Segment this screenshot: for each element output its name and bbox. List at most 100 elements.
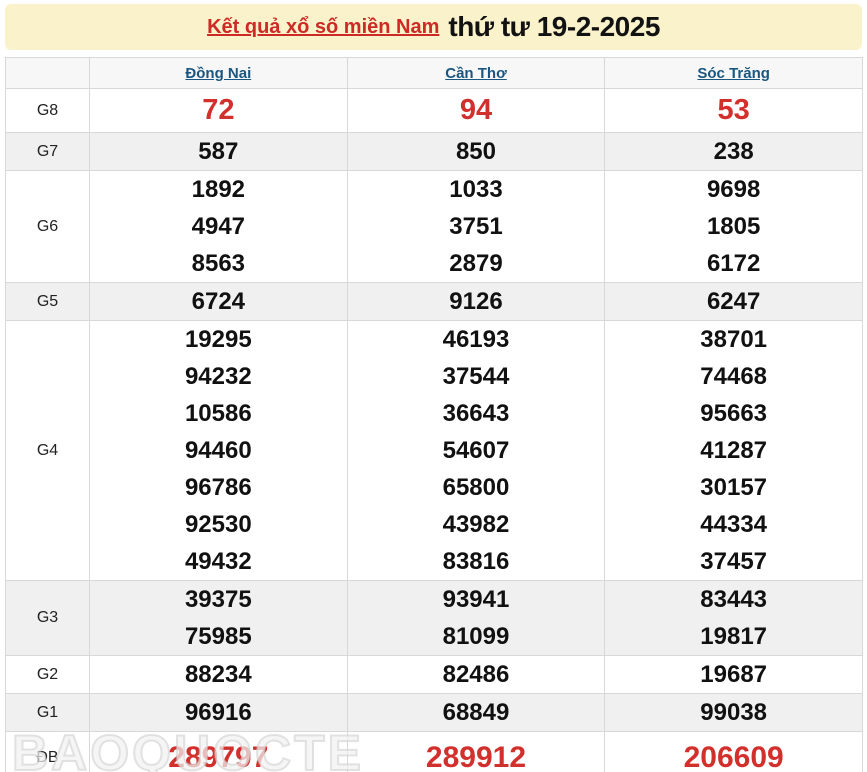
prize-values-cell: 39375 75985 [89,580,348,656]
prize-values-cell: 1033 3751 2879 [346,170,606,283]
prize-label: G1 [5,693,90,732]
prize-values-cell: 99038 [604,693,863,732]
prize-values-cell: 93941 81099 [346,580,606,656]
prize-value: 46193 [442,326,510,353]
region-results-link[interactable]: Kết quả xổ số miền Nam [207,15,440,38]
prize-value: 19295 [184,326,252,353]
prize-value: 49432 [184,548,252,575]
prize-value: 39375 [184,586,252,613]
province-link[interactable]: Cần Thơ [445,64,507,82]
prize-value: 36643 [442,400,510,427]
prize-values-cell: 19687 [604,655,863,694]
prize-values-cell: 850 [346,132,606,171]
prize-value: 94460 [184,437,252,464]
prize-values-cell: 1892 4947 8563 [89,170,348,283]
prize-value: 88234 [184,661,252,688]
prize-row: G8 72 94 53 [5,88,863,133]
prize-values-cell: 82486 [346,655,606,694]
title-bar: Kết quả xổ số miền Nam thứ tư 19-2-2025 [5,4,862,50]
prize-label: G2 [5,655,90,694]
prize-value: 38701 [700,326,768,353]
prize-row: G7 587 850 238 [5,132,863,171]
prize-value: 19687 [700,661,768,688]
prize-value: 95663 [700,400,768,427]
prize-value: 37544 [442,363,510,390]
prize-value: 81099 [442,623,510,650]
prize-values-cell: 88234 [89,655,348,694]
prize-values-cell: 72 [89,88,348,133]
prize-values-cell: 587 [89,132,348,171]
results-table: Đồng Nai Cần Thơ Sóc Trăng G8 72 94 53 G7 587 85… [5,57,863,772]
prize-label: G5 [5,282,90,321]
prize-value: 83443 [700,586,768,613]
prize-values-cell: 9698 1805 6172 [604,170,863,283]
prize-value: 3751 [449,213,503,240]
prize-row: G1 96916 68849 99038 [5,693,863,732]
prize-value: 238 [713,138,754,165]
prize-values-cell: 83443 19817 [604,580,863,656]
prize-label: G7 [5,132,90,171]
prize-row: G3 39375 75985 93941 81099 83443 19817 [5,580,863,656]
prize-label: ĐB [5,731,90,772]
prize-value: 82486 [442,661,510,688]
prize-value: 206609 [683,741,784,772]
prize-value: 19817 [700,623,768,650]
prize-value: 850 [455,138,496,165]
column-header-2: Cần Thơ [346,57,606,89]
prize-value: 289912 [425,741,527,772]
prize-values-cell: 68849 [346,693,606,732]
prize-values-cell: 238 [604,132,863,171]
prize-value: 75985 [184,623,252,650]
prize-value: 8563 [191,250,246,277]
prize-value: 587 [198,138,239,165]
prize-value: 96786 [184,474,252,501]
prize-values-cell: 53 [604,88,863,133]
prize-value: 44334 [700,511,768,538]
prize-value: 6724 [191,288,246,315]
prize-label: G8 [5,88,90,133]
prize-value: 65800 [442,474,510,501]
prize-value: 1033 [449,176,503,203]
prize-value: 53 [717,94,750,126]
prize-value: 94 [459,94,493,126]
prize-value: 74468 [700,363,768,390]
prize-value: 83816 [442,548,510,575]
prize-value: 92530 [184,511,252,538]
prize-values-cell: 6247 [604,282,863,321]
prize-value: 72 [202,94,235,126]
prize-values-cell: 19295 94232 10586 94460 96786 92530 49432 [89,320,348,581]
prize-row: G2 88234 82486 19687 [5,655,863,694]
column-header-3: Sóc Trăng [604,57,863,89]
prize-value: 9126 [449,288,503,315]
province-link[interactable]: Sóc Trăng [697,64,770,82]
prize-values-cell: 206609 [604,731,863,772]
prize-value: 93941 [442,586,510,613]
prize-values-cell: 9126 [346,282,606,321]
prize-value: 6247 [706,288,761,315]
prize-value: 54607 [442,437,510,464]
prize-value: 41287 [700,437,768,464]
prize-value: 96916 [184,699,252,726]
province-link[interactable]: Đồng Nai [185,64,252,82]
prize-value: 43982 [442,511,510,538]
prize-value: 6172 [706,250,761,277]
prize-value: 68849 [442,699,510,726]
prize-values-cell: 289912 [346,731,606,772]
prize-value: 1892 [191,176,246,203]
column-header-1: Đồng Nai [89,57,348,89]
results-tbody: G8 72 94 53 G7 587 850 238 G6 1892 4947 8563 1033 375… [5,88,863,772]
prize-value: 10586 [184,400,252,427]
prize-value: 2879 [449,250,503,277]
prize-row: G4 19295 94232 10586 94460 96786 92530 49432 461… [5,320,863,581]
prize-label: G6 [5,170,90,283]
column-header-row: Đồng Nai Cần Thơ Sóc Trăng [5,57,863,89]
prize-values-cell: 94 [346,88,606,133]
prize-row: G6 1892 4947 8563 1033 3751 2879 9698 1805 6172 [5,170,863,283]
prize-row: ĐB 289797 289912 206609 [5,731,863,772]
prize-value: 94232 [184,363,252,390]
prize-value: 289797 [168,741,269,772]
prize-value: 99038 [700,699,768,726]
prize-values-cell: 38701 74468 95663 41287 30157 44334 37457 [604,320,863,581]
prize-row: G5 6724 9126 6247 [5,282,863,321]
